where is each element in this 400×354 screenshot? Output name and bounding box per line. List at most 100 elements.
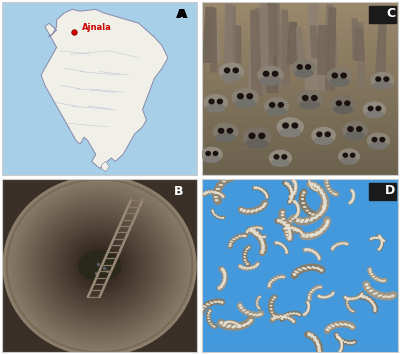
- Polygon shape: [323, 198, 326, 201]
- Polygon shape: [322, 226, 326, 229]
- Circle shape: [325, 132, 330, 137]
- Polygon shape: [310, 234, 311, 235]
- Polygon shape: [353, 193, 354, 195]
- Text: Ajnala: Ajnala: [82, 23, 112, 32]
- Polygon shape: [230, 241, 233, 242]
- Ellipse shape: [342, 122, 367, 139]
- Polygon shape: [352, 19, 360, 59]
- Circle shape: [302, 96, 308, 100]
- Polygon shape: [291, 227, 294, 229]
- Polygon shape: [326, 21, 338, 64]
- Polygon shape: [4, 177, 195, 354]
- Polygon shape: [79, 247, 120, 285]
- Polygon shape: [279, 243, 281, 245]
- Polygon shape: [298, 314, 300, 315]
- Polygon shape: [352, 191, 354, 193]
- Circle shape: [249, 133, 255, 138]
- Polygon shape: [289, 235, 291, 237]
- Bar: [369, 6, 396, 23]
- Polygon shape: [220, 322, 223, 324]
- Polygon shape: [211, 191, 214, 193]
- Polygon shape: [335, 324, 339, 325]
- Circle shape: [233, 68, 238, 73]
- Polygon shape: [3, 176, 196, 354]
- Polygon shape: [348, 298, 349, 299]
- Polygon shape: [207, 11, 220, 60]
- Polygon shape: [335, 194, 336, 195]
- Circle shape: [217, 99, 222, 104]
- Polygon shape: [294, 228, 297, 229]
- Polygon shape: [253, 232, 254, 233]
- Text: A: A: [176, 8, 185, 21]
- Ellipse shape: [216, 133, 235, 141]
- Polygon shape: [232, 326, 236, 328]
- Ellipse shape: [213, 124, 238, 141]
- Polygon shape: [369, 299, 372, 301]
- Polygon shape: [341, 344, 343, 346]
- Polygon shape: [9, 181, 190, 350]
- Polygon shape: [351, 201, 352, 202]
- Polygon shape: [353, 197, 354, 199]
- Polygon shape: [295, 183, 296, 186]
- Polygon shape: [380, 247, 381, 249]
- Polygon shape: [387, 296, 391, 297]
- Polygon shape: [360, 295, 362, 297]
- Polygon shape: [375, 24, 386, 87]
- Polygon shape: [344, 324, 348, 325]
- Polygon shape: [338, 338, 341, 339]
- Polygon shape: [30, 200, 170, 331]
- Polygon shape: [83, 251, 116, 281]
- Polygon shape: [346, 244, 348, 245]
- Polygon shape: [324, 202, 326, 205]
- Polygon shape: [221, 302, 223, 303]
- Polygon shape: [264, 193, 267, 194]
- Polygon shape: [381, 240, 382, 242]
- Polygon shape: [21, 193, 178, 339]
- Ellipse shape: [366, 111, 383, 118]
- Polygon shape: [282, 10, 290, 85]
- Circle shape: [376, 77, 381, 81]
- Polygon shape: [14, 186, 185, 346]
- Polygon shape: [256, 8, 266, 93]
- Polygon shape: [318, 258, 320, 259]
- Polygon shape: [247, 230, 249, 231]
- Polygon shape: [290, 188, 292, 192]
- Polygon shape: [289, 185, 291, 188]
- Polygon shape: [274, 4, 282, 86]
- Polygon shape: [228, 321, 231, 322]
- Polygon shape: [50, 220, 149, 312]
- Polygon shape: [314, 337, 316, 341]
- Polygon shape: [78, 246, 121, 286]
- Ellipse shape: [327, 68, 352, 85]
- Ellipse shape: [246, 139, 268, 148]
- Polygon shape: [339, 324, 344, 325]
- Polygon shape: [325, 223, 328, 226]
- Polygon shape: [269, 7, 280, 56]
- Polygon shape: [311, 334, 314, 337]
- Polygon shape: [380, 238, 382, 239]
- Polygon shape: [372, 238, 373, 239]
- Polygon shape: [31, 202, 168, 330]
- Polygon shape: [212, 210, 213, 211]
- Polygon shape: [317, 344, 320, 348]
- Circle shape: [384, 77, 389, 81]
- Polygon shape: [16, 188, 184, 344]
- Polygon shape: [295, 202, 297, 204]
- Polygon shape: [58, 228, 141, 304]
- Polygon shape: [230, 177, 233, 178]
- Polygon shape: [294, 201, 295, 202]
- Polygon shape: [290, 198, 292, 201]
- Polygon shape: [276, 316, 280, 318]
- Polygon shape: [369, 269, 371, 270]
- Ellipse shape: [312, 127, 335, 144]
- Polygon shape: [297, 213, 298, 215]
- Polygon shape: [39, 210, 160, 322]
- Ellipse shape: [371, 73, 394, 88]
- Polygon shape: [250, 229, 252, 232]
- Polygon shape: [223, 217, 224, 218]
- Polygon shape: [262, 237, 264, 238]
- Polygon shape: [6, 179, 193, 353]
- Polygon shape: [314, 184, 316, 187]
- Polygon shape: [202, 179, 398, 352]
- Polygon shape: [285, 248, 286, 250]
